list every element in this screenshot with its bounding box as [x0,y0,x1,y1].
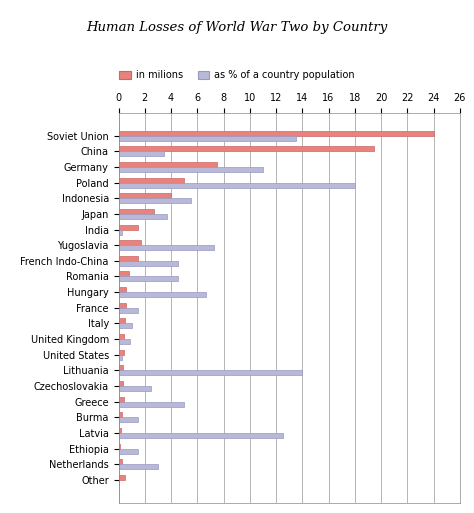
Bar [118,355,122,360]
Bar [118,167,263,172]
Bar [118,402,184,407]
Bar [118,412,122,418]
Bar [118,308,138,313]
Bar [118,303,127,308]
Text: Human Losses of World War Two by Country: Human Losses of World War Two by Country [86,21,388,33]
Bar [118,386,151,391]
Bar [118,459,122,464]
Bar [118,475,125,480]
Bar [118,177,184,183]
Bar [118,324,132,328]
Bar [118,162,217,167]
Bar [118,428,121,433]
Bar [118,334,124,339]
Bar [118,287,127,292]
Bar [118,183,355,188]
Bar [118,292,207,297]
Bar [118,271,129,277]
Bar [118,418,138,422]
Bar [118,464,158,469]
Bar [118,381,123,386]
Bar [118,209,154,214]
Bar [118,261,178,266]
Bar [118,131,434,135]
Bar [118,339,130,344]
Bar [118,370,302,376]
Bar [118,135,296,141]
Bar [118,225,138,229]
Bar [118,397,124,402]
Bar [118,245,214,250]
Bar [118,240,141,245]
Bar [118,365,123,370]
Bar [118,198,191,203]
Bar [118,151,164,156]
Bar [118,214,167,219]
Legend: in milions, as % of a country population: in milions, as % of a country population [115,66,359,84]
Bar [118,350,124,355]
Bar [118,433,283,438]
Bar [118,444,120,449]
Bar [118,449,138,453]
Bar [118,319,125,324]
Bar [118,256,138,261]
Bar [118,229,122,234]
Bar [118,193,171,198]
Bar [118,146,374,151]
Bar [118,277,178,282]
